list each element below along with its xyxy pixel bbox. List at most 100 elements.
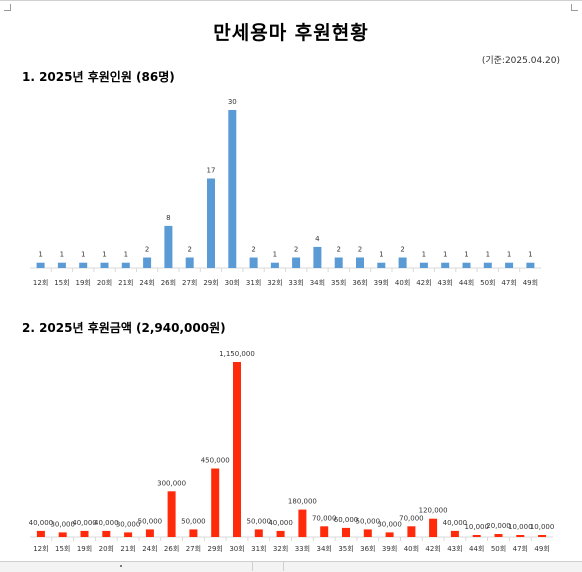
amount-category-label: 20회 — [99, 545, 114, 553]
amount-category-label: 34회 — [317, 545, 332, 553]
supporters-bar — [356, 257, 364, 268]
amount-bar — [102, 530, 111, 537]
supporters-value-label: 2 — [400, 246, 404, 254]
supporters-value-label: 8 — [166, 214, 170, 222]
supporters-value-label: 30 — [228, 98, 237, 106]
supporters-category-label: 40회 — [395, 279, 410, 287]
amount-category-label: 27회 — [186, 545, 201, 553]
amount-category-label: 50회 — [491, 545, 506, 553]
supporters-value-label: 2 — [336, 246, 340, 254]
amount-bar — [472, 535, 481, 537]
supporters-bar — [505, 262, 514, 268]
amount-bar — [276, 530, 285, 537]
supporters-category-label: 49회 — [523, 279, 538, 287]
amount-category-label: 44회 — [469, 545, 484, 553]
amount-value-label: 30,000 — [50, 520, 75, 528]
amount-value-label: 40,000 — [72, 519, 97, 527]
supporters-value-label: 1 — [528, 251, 532, 259]
amount-bar — [80, 530, 89, 537]
supporters-value-label: 4 — [315, 235, 320, 243]
amount-bar — [36, 530, 45, 537]
amount-bar — [407, 526, 416, 537]
section-heading-supporters: 1. 2025년 후원인원 (86명) — [22, 70, 175, 84]
supporters-category-label: 19회 — [76, 279, 91, 287]
amount-value-label: 40,000 — [268, 519, 293, 527]
supporters-bar — [483, 262, 492, 268]
amount-bar — [429, 518, 438, 537]
amount-category-label: 24회 — [142, 545, 157, 553]
supporters-category-label: 24회 — [139, 279, 154, 287]
supporters-bar — [228, 110, 237, 268]
supporters-value-label: 2 — [187, 246, 191, 254]
amount-value-label: 40,000 — [94, 519, 119, 527]
amount-bar — [167, 491, 176, 537]
amount-category-label: 29회 — [208, 545, 223, 553]
amount-category-label: 47회 — [513, 545, 528, 553]
amount-category-label: 36회 — [360, 545, 375, 553]
amount-bar — [494, 534, 503, 537]
amount-value-label: 70,000 — [399, 514, 424, 522]
supporters-category-label: 33회 — [288, 279, 303, 287]
amount-bar — [320, 526, 329, 537]
supporters-category-label: 30회 — [225, 279, 240, 287]
supporters-bar — [164, 225, 173, 268]
amount-value-label: 50,000 — [247, 517, 272, 525]
supporters-category-label: 27회 — [182, 279, 197, 287]
amount-bar — [342, 527, 350, 537]
supporters-value-label: 1 — [81, 251, 85, 259]
supporters-bar — [462, 262, 471, 268]
amount-category-label: 39회 — [382, 545, 397, 553]
amount-value-label: 60,000 — [334, 516, 359, 524]
amount-category-label: 42회 — [425, 545, 440, 553]
amount-value-label: 70,000 — [312, 514, 337, 522]
supporters-bar — [270, 262, 279, 268]
supporters-bar — [207, 178, 215, 268]
status-bar-tab — [252, 562, 284, 571]
amount-category-label: 33회 — [295, 545, 310, 553]
amount-bar — [298, 509, 307, 537]
supporters-bar — [185, 257, 194, 268]
amount-category-label: 40회 — [404, 545, 419, 553]
supporters-category-label: 43회 — [438, 279, 453, 287]
document-title: 만세용마 후원현황 — [213, 22, 369, 44]
supporters-bar — [313, 246, 322, 268]
amount-bar — [363, 529, 372, 537]
amount-value-label: 30,000 — [377, 520, 402, 528]
supporters-bar — [100, 262, 109, 268]
supporters-value-label: 1 — [379, 251, 383, 259]
supporters-value-label: 2 — [251, 246, 255, 254]
amount-bar — [450, 530, 459, 537]
amount-value-label: 10,000 — [508, 523, 533, 531]
amount-bar — [124, 532, 133, 537]
amount-value-label: 40,000 — [29, 519, 54, 527]
supporters-bar — [419, 262, 428, 268]
supporters-bar — [292, 257, 301, 268]
amount-category-label: 15회 — [55, 545, 70, 553]
amount-category-label: 32회 — [273, 545, 288, 553]
amount-bar — [254, 529, 263, 537]
amount-value-label: 20,000 — [486, 522, 511, 530]
amount-category-label: 30회 — [229, 545, 244, 553]
supporters-bar — [249, 257, 258, 268]
amount-category-label: 49회 — [534, 545, 549, 553]
supporters-value-label: 1 — [464, 251, 468, 259]
supporters-bar — [57, 262, 66, 268]
supporters-bar — [121, 262, 130, 268]
supporters-value-label: 17 — [207, 167, 216, 175]
amount-category-label: 35회 — [338, 545, 353, 553]
amount-value-label: 40,000 — [443, 519, 468, 527]
supporters-value-label: 1 — [507, 251, 511, 259]
amount-value-label: 50,000 — [181, 517, 206, 525]
supporters-category-label: 44회 — [459, 279, 474, 287]
amount-value-label: 450,000 — [201, 457, 230, 465]
amount-value-label: 30,000 — [116, 520, 141, 528]
supporters-category-label: 32회 — [267, 279, 282, 287]
supporters-category-label: 39회 — [374, 279, 389, 287]
amount-value-label: 300,000 — [157, 479, 186, 487]
supporters-category-label: 35회 — [331, 279, 346, 287]
amount-value-label: 10,000 — [464, 523, 489, 531]
supporters-value-label: 1 — [486, 251, 490, 259]
amount-bar — [58, 532, 67, 537]
supporters-bar — [398, 257, 407, 268]
supporters-value-label: 2 — [294, 246, 298, 254]
